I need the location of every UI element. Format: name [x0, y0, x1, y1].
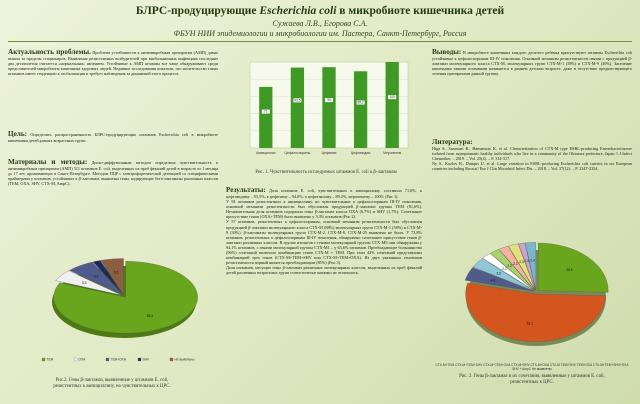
- relevance-section: Актуальность проблемы. Проблема устойчив…: [8, 48, 218, 126]
- fig1-bar: [322, 67, 336, 148]
- goal-text: Определить распространенность БЛРС-проду…: [8, 132, 218, 143]
- fig2-slice-label: 81,6: [147, 314, 153, 318]
- methods-text: Диско-диффузионным методом определена чу…: [8, 160, 218, 187]
- literature-ref1: Higa S., Sarassari R., Hamamoto K. et al…: [432, 146, 632, 162]
- fig2-legend-swatch: [169, 357, 174, 362]
- fig3-slice-label: 25,6: [566, 268, 572, 272]
- fig3-slice: [482, 253, 535, 291]
- fig1-bar: [385, 62, 399, 148]
- fig3-slice-label: 1,5: [525, 259, 530, 263]
- fig3-slice: [508, 243, 536, 291]
- fig2-legend-label: SHV: [143, 358, 150, 362]
- fig1-category-label: Цефтазидим: [351, 151, 371, 155]
- fig2-slice-label: 5,1: [114, 270, 119, 274]
- fig2-legend-swatch: [105, 357, 110, 362]
- fig2-legend-label: OXA: [79, 358, 87, 362]
- results-heading: Результаты:: [226, 186, 266, 194]
- fig3-slice-label: 2,3: [519, 260, 524, 264]
- fig2-legend-label: Не выявлены: [175, 358, 196, 362]
- fig1-bar-label: 93,5: [294, 98, 300, 102]
- fig2-legend-label: TEM: [47, 358, 54, 362]
- fig3-slice-label: 2,4: [530, 259, 535, 263]
- fig1-bar: [290, 67, 305, 148]
- affiliation: ФБУН НИИ эпидемиологии и микробиологии и…: [173, 29, 467, 38]
- literature-ref2: Ny S., Kozlov R., Dumpis U. et al. Large…: [432, 161, 632, 172]
- fig1-bar: [259, 86, 273, 148]
- authors: Сужаева Л.В., Егорова С.А.: [272, 19, 368, 28]
- poster-title: БЛРС-продуцирующие Escherichia coli в ми…: [135, 5, 505, 17]
- fig2-legend-swatch: [41, 357, 46, 362]
- fig3-slice: [472, 258, 534, 291]
- fig3-slice-label: 3,6: [496, 271, 501, 275]
- fig2-legend-swatch: [137, 357, 142, 362]
- fig2-slice: [53, 261, 198, 334]
- fig1-bar-label-box: [325, 98, 333, 103]
- conclusions-heading: Выводы:: [432, 48, 462, 56]
- fig2-chart: 81,6 5,3 6,3 1,7 5,1 TEM OXA TEM+OXA SHV Не выяв…: [41, 258, 198, 362]
- fig1-category-label: Ампициллин: [256, 151, 276, 155]
- fig1-category-label: Цефалоспорины: [285, 151, 311, 155]
- fig2-slice: [92, 260, 124, 295]
- fig1-bar-label: 71: [264, 110, 268, 114]
- results-p1: Доля штаммов E. coli, чувствительных к а…: [226, 188, 422, 199]
- fig3-slice-label: 53,1: [527, 321, 533, 325]
- literature-section: Литература: Higa S., Sarassari R., Hamam…: [432, 138, 632, 220]
- fig1-chart: 71 Ампициллин 93,5 Цефалоспорины 94 Цефепим 89…: [249, 61, 409, 155]
- goal-section: Цель: Определить распространенность БЛРС…: [8, 130, 218, 154]
- fig1-category-label: Цефепим: [322, 151, 337, 155]
- fig1-category-label: Меропенем: [383, 151, 402, 155]
- fig1-bar: [353, 71, 368, 148]
- fig3-chart: 25,653,14,63,62,32,32,3 2,3 1,5 2,4: [464, 242, 609, 346]
- results-p3: У 57 штаммов, резистентных к цефалоспори…: [226, 219, 422, 266]
- fig3-slice-label: 2,3: [507, 264, 512, 268]
- relevance-heading: Актуальность проблемы.: [8, 48, 91, 56]
- fig3-slice: [464, 267, 534, 292]
- fig3-legend: CTX-M+TEM CTX-M+TEM+SHV CTX-M+TEM+OXA CT…: [435, 363, 629, 371]
- fig1-bar-label-box: [261, 109, 270, 114]
- fig1-bar-label-box: [293, 98, 302, 103]
- results-section: Результаты: Доля штаммов E. coli, чувств…: [226, 186, 422, 398]
- methods-section: Материалы и методы: Диско-диффузионным м…: [8, 158, 218, 218]
- literature-heading: Литература:: [432, 138, 473, 146]
- fig3-slice-label: 4,6: [491, 278, 496, 282]
- fig1-bar-label: 94: [327, 98, 331, 102]
- fig1-bar-label-box: [356, 100, 365, 105]
- fig2-legend-swatch: [73, 357, 78, 362]
- fig1-caption: Рис. 1. Чувствительность исследуемых шта…: [255, 170, 397, 175]
- fig3-slice-label: 2,3: [502, 267, 507, 271]
- fig3-slice: [525, 242, 536, 290]
- goal-heading: Цель:: [8, 130, 28, 138]
- results-p2: У 94 штаммов резистентных к ампициллину,…: [226, 199, 422, 220]
- fig2-slice: [69, 261, 123, 295]
- header-divider: [8, 41, 632, 42]
- fig2-slice-label: 6,3: [94, 275, 99, 279]
- fig2-slice: [100, 258, 124, 296]
- fig3-slice: [538, 242, 609, 293]
- fig2-legend-label: TEM+OXA: [111, 358, 127, 362]
- relevance-text: Проблема устойчивости к антимикробным пр…: [8, 50, 218, 77]
- fig3-caption: Рис. 3. Гены β-лактамаз и их сочетания, …: [459, 374, 605, 385]
- conclusions-section: Выводы: В микробиоте кишечника каждого д…: [432, 48, 632, 132]
- results-p4: Доля штаммов, несущих гены β-лактамаз ра…: [226, 265, 422, 276]
- fig3-slice-label: 2,3: [513, 262, 518, 266]
- fig2-slice-label: 5,3: [82, 281, 87, 285]
- fig1-bar-label: 100: [390, 95, 396, 99]
- fig1-bar-label-box: [388, 95, 397, 100]
- fig3-slice: [518, 242, 536, 291]
- fig3-slice: [498, 245, 535, 291]
- fig3-slice: [465, 282, 606, 342]
- fig3-slice: [490, 249, 535, 291]
- fig1-bar-label: 89,2: [357, 101, 363, 105]
- methods-heading: Материалы и методы:: [8, 158, 88, 166]
- fig2-slice-label: 1,7: [104, 272, 109, 276]
- fig2-slice: [55, 270, 122, 296]
- conclusions-text: В микробиоте кишечника каждого десятого …: [432, 50, 632, 77]
- fig2-caption: Рис.2. Гены β-лактамаз, выявленные у шта…: [53, 378, 171, 389]
